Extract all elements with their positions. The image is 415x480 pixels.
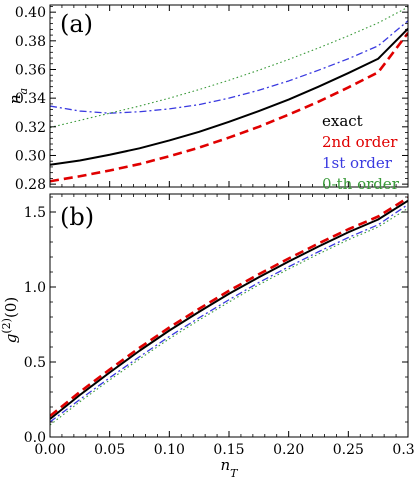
x-tick-label: 0.25 [333,442,364,458]
series-line-1st-order [50,203,408,423]
series-line-1st-order [50,20,408,114]
series-line-2nd-order [50,196,408,418]
legend-entry: exact [322,112,363,130]
y-tick-label: 0.5 [24,355,46,371]
series-line-2nd-order [50,32,408,183]
y-tick-label: 0.0 [24,430,46,446]
panel-a: 0.28 0.30 0.32 0.34 0.36 0.38 0.40 (a) na exact 2n… [6,4,409,193]
series-line-exact [50,199,408,420]
series-line-0-th-order [50,6,408,129]
y-axis-title: na [6,88,30,104]
x-tick-label: 0.15 [213,442,244,458]
y-tick-label: 0.38 [15,34,46,50]
x-tick-label: 0.20 [273,442,304,458]
x-axis-title: nT [220,456,239,480]
panel-b: 0.00 0.05 0.10 0.15 0.20 0.25 0.30 0.0 0.5 1.0 1.5… [0,193,415,480]
panel-label: (a) [60,10,93,38]
y-tick-label: 1.0 [24,280,46,296]
y-tick-label: 0.32 [15,120,46,136]
legend-entry: 1st order [322,154,393,172]
series-line-exact [50,27,408,166]
legend-entry: 0-th order [322,175,400,193]
y-tick-label: 1.5 [24,205,46,221]
y-tick-label: 0.34 [15,91,46,107]
y-axis-title: g(2)(0) [0,297,20,343]
series-group [50,196,408,426]
x-tick-label: 0.10 [154,442,185,458]
series-group [50,6,408,183]
x-tick-label: 0.00 [34,442,65,458]
x-tick-label: 0.30 [392,442,415,458]
legend-entry: 2nd order [322,133,398,151]
series-line-0-th-order [50,207,408,426]
x-tick-label: 0.05 [94,442,125,458]
y-tick-label: 0.36 [15,62,46,78]
y-tick-label: 0.40 [15,5,46,21]
y-tick-label: 0.28 [15,177,46,193]
panel-label: (b) [60,203,94,231]
y-tick-label: 0.30 [15,148,46,164]
